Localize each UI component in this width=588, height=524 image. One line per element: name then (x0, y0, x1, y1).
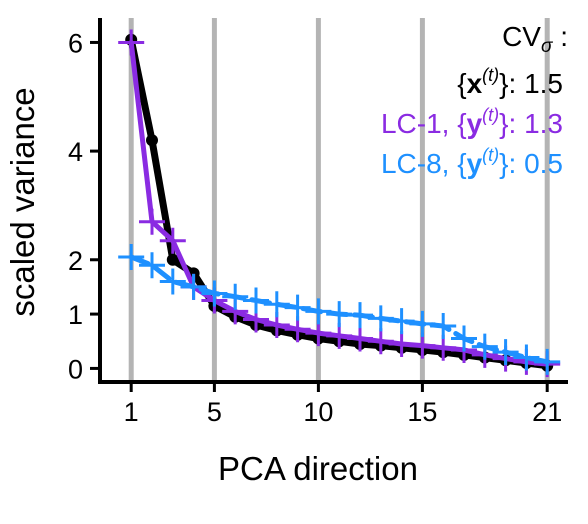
series-3 (118, 244, 561, 375)
x-tick-label-15: 15 (407, 397, 437, 427)
series-2-point-16 (430, 334, 457, 361)
series-3-point-9 (284, 294, 311, 321)
series-3-point-4 (180, 273, 207, 300)
series-2-point-15 (409, 332, 436, 359)
series-3-point-3 (159, 268, 186, 295)
annotation-line-lc1: LC-1, {y(t)}: 1.3 (381, 105, 563, 139)
x-tick-label-10: 10 (303, 397, 333, 427)
series-2-point-10 (305, 320, 332, 347)
series-3-point-15 (409, 310, 436, 337)
series-3-point-17 (451, 325, 477, 352)
series-3-point-19 (492, 339, 519, 366)
series-3-point-12 (347, 302, 373, 329)
series-3-point-8 (263, 291, 290, 318)
series-3-point-1 (118, 244, 145, 271)
series-3-point-21 (534, 348, 561, 375)
series-2-point-1 (118, 29, 145, 56)
series-2-point-12 (347, 325, 373, 352)
y-tick-label-6: 6 (68, 28, 83, 58)
series-3-point-2 (139, 252, 165, 279)
series-2-point-9 (284, 316, 311, 343)
x-tick-label-21: 21 (532, 397, 562, 427)
x-tick-label-5: 5 (207, 397, 222, 427)
series-2-point-11 (326, 322, 353, 349)
series-1-point-2 (146, 134, 158, 147)
series-2-point-13 (367, 328, 394, 355)
annotation-header: CVσ : (502, 21, 568, 57)
series-layer (118, 29, 561, 378)
y-tick-label-2: 2 (68, 246, 83, 276)
axes (98, 18, 568, 384)
series-2-point-3 (159, 227, 186, 254)
series-3-point-14 (388, 308, 415, 335)
series-3-point-7 (243, 287, 269, 314)
series-3-point-16 (430, 313, 457, 340)
series-2-point-14 (388, 330, 415, 357)
y-tick-label-1: 1 (68, 300, 83, 330)
series-3-point-5 (201, 280, 228, 307)
annotation-line-x: {x(t)}: 1.5 (457, 65, 563, 99)
series-1-point-3 (166, 253, 179, 266)
annotation-line-lc8: LC-8, {y(t)}: 0.5 (381, 145, 563, 179)
annotation-box: CVσ : {x(t)}: 1.5 LC-1, {y(t)}: 1.3 LC-8… (381, 21, 568, 179)
series-3-point-6 (222, 283, 249, 310)
series-3-point-18 (471, 333, 498, 360)
series-2-point-2 (139, 208, 165, 235)
x-axis-title: PCA direction (218, 450, 418, 487)
series-3-point-20 (513, 344, 540, 371)
y-tick-label-0: 0 (68, 354, 83, 384)
x-tick-label-1: 1 (124, 397, 139, 427)
y-tick-label-4: 4 (68, 137, 83, 167)
series-3-point-10 (305, 298, 332, 325)
series-3-point-13 (367, 305, 394, 332)
y-axis-title: scaled variance (4, 87, 41, 316)
